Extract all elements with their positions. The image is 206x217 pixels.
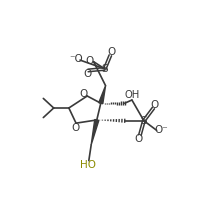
Polygon shape	[99, 86, 105, 104]
Text: S: S	[141, 116, 147, 126]
Text: HO: HO	[80, 160, 96, 171]
Text: O: O	[108, 47, 116, 57]
Text: OH: OH	[125, 90, 140, 100]
Text: ⁻O: ⁻O	[69, 54, 83, 64]
Text: O: O	[151, 100, 159, 110]
Text: O: O	[83, 69, 91, 79]
Text: O: O	[85, 56, 93, 66]
Text: O⁻: O⁻	[154, 125, 168, 135]
Text: O: O	[134, 134, 142, 144]
Text: O: O	[71, 123, 80, 133]
Text: S: S	[102, 64, 108, 74]
Text: O: O	[79, 89, 87, 99]
Polygon shape	[91, 120, 99, 145]
